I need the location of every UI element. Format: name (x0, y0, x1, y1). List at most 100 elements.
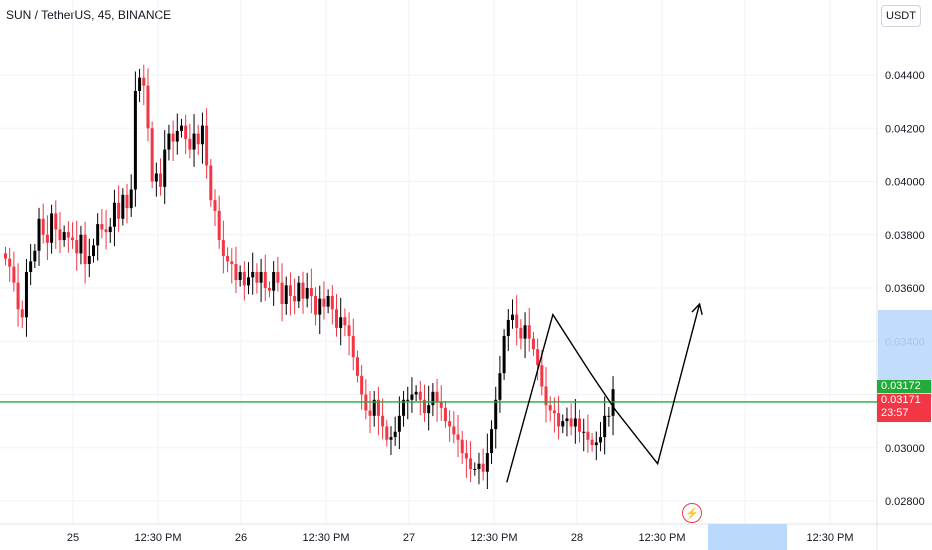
candle-body (217, 210, 221, 241)
lightning-icon[interactable]: ⚡ (682, 503, 702, 523)
candle-body (121, 194, 125, 219)
candle-body (548, 405, 552, 411)
candle-body (502, 335, 506, 374)
candle-body (603, 415, 607, 438)
candle-body (66, 232, 70, 238)
candle-body (452, 426, 456, 435)
candle-body (485, 453, 489, 472)
candle-body (230, 261, 234, 265)
candle-body (393, 431, 397, 438)
candle-body (368, 410, 372, 416)
candle-body (473, 469, 477, 471)
candle-body (272, 272, 276, 291)
candle-body (569, 418, 573, 427)
candle-body (242, 272, 246, 286)
candle-body (297, 282, 301, 302)
candle-body (326, 295, 330, 307)
candle-body (531, 338, 535, 350)
candle-body (50, 213, 54, 243)
x-tick-label: 12:30 PM (638, 532, 685, 544)
candle-body (360, 375, 364, 395)
candle-body (523, 325, 527, 339)
candle-body (259, 272, 263, 283)
x-tick-label: 26 (235, 532, 247, 544)
candle-body (280, 282, 284, 304)
candle-body (45, 234, 49, 243)
candle-body (267, 288, 271, 291)
candle-body (75, 240, 79, 254)
candle-body (83, 234, 87, 265)
candle-body (448, 421, 452, 427)
candle-body (557, 413, 561, 427)
candle-body (33, 250, 37, 262)
time-range-highlight (708, 524, 787, 550)
candle-body (540, 365, 544, 387)
candle-body (284, 285, 288, 304)
y-tick-label: 0.04000 (885, 177, 925, 189)
candle-body (129, 189, 133, 209)
candle-body (573, 418, 577, 427)
candle-body (108, 226, 112, 233)
candle-body (104, 229, 108, 233)
candle-body (150, 128, 154, 182)
y-tick-label: 0.03600 (885, 283, 925, 295)
candle-body (586, 431, 590, 440)
candle-body (142, 77, 146, 86)
candle-body (117, 202, 121, 219)
pattern-arrowhead (691, 302, 703, 315)
candle-body (171, 133, 175, 142)
candle-body (91, 245, 95, 257)
candle-body (112, 202, 116, 227)
candle-body (410, 394, 414, 400)
candle-body (481, 463, 485, 472)
candle-body (322, 298, 326, 307)
candle-body (515, 314, 519, 328)
candle-body (376, 399, 380, 416)
x-tick-label: 25 (67, 532, 79, 544)
y-tick-label: 0.04400 (885, 70, 925, 82)
candle-body (209, 165, 213, 201)
candle-body (519, 327, 523, 339)
candle-body (305, 288, 309, 299)
candle-body (125, 194, 129, 209)
candle-body (439, 402, 443, 408)
candle-body (460, 439, 464, 454)
candle-body (96, 224, 100, 246)
candle-body (506, 319, 510, 336)
candle-body (4, 253, 7, 259)
candle-body (372, 399, 376, 416)
candle-body (427, 405, 431, 414)
candle-body (41, 218, 45, 235)
candle-body (255, 272, 259, 283)
pattern-drawing-line (506, 303, 701, 483)
candle-body (456, 434, 460, 440)
candle-body (200, 125, 204, 145)
candle-body (309, 288, 313, 296)
candle-body (175, 130, 179, 142)
candle-body (431, 391, 435, 406)
last-price-badge: 0.03171 23:57 (877, 394, 931, 422)
candle-body (159, 173, 163, 187)
candle-body (314, 295, 318, 315)
candle-body (213, 200, 217, 211)
candle-body (544, 386, 548, 406)
candle-body (196, 133, 200, 145)
candle-body (71, 237, 75, 241)
candle-body (16, 282, 20, 310)
candle-body (343, 317, 347, 326)
candle-body (293, 295, 297, 302)
candle-body (443, 407, 447, 422)
y-tick-label: 0.02800 (885, 496, 925, 508)
y-tick-label: 0.03000 (885, 443, 925, 455)
candle-body (389, 437, 393, 440)
y-tick-label: 0.04200 (885, 123, 925, 135)
x-tick-label: 27 (403, 532, 415, 544)
candle-body (381, 415, 385, 427)
candle-body (167, 133, 171, 150)
candle-body (527, 325, 531, 339)
candle-body (226, 256, 230, 262)
candle-body (494, 399, 498, 430)
candle-body (179, 125, 183, 131)
currency-button[interactable]: USDT (881, 5, 921, 27)
